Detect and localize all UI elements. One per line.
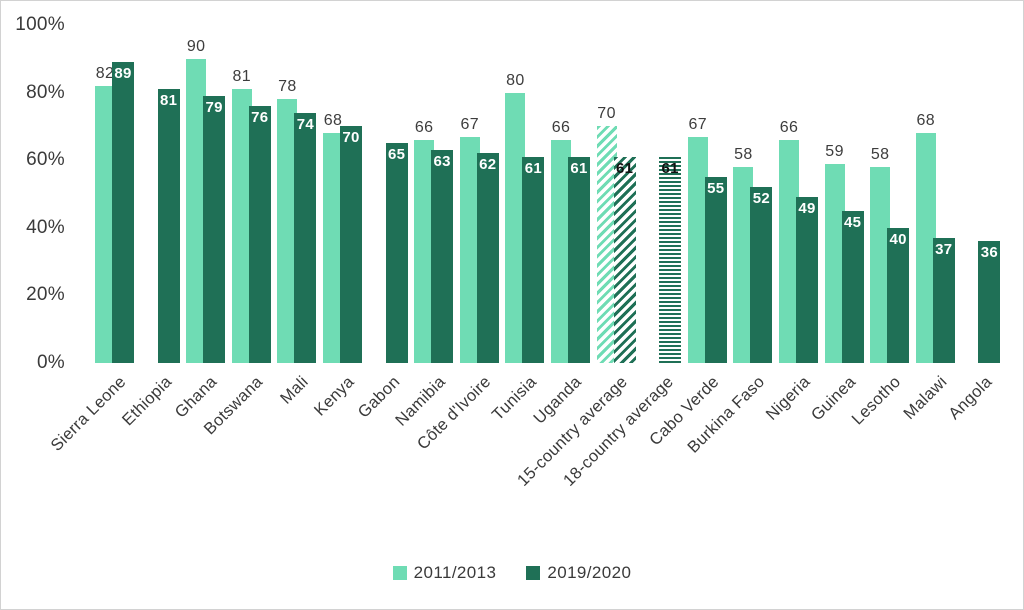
bar-2011-2013 xyxy=(824,163,845,363)
y-tick-label: 100% xyxy=(15,14,65,35)
y-tick-label: 40% xyxy=(26,216,65,238)
value-label: 45 xyxy=(843,213,862,231)
category-label: Malawi xyxy=(899,372,951,424)
category-label: Ethiopia xyxy=(118,372,176,430)
bar-2019-2020 xyxy=(203,95,226,363)
y-tick-label: 20% xyxy=(26,284,65,306)
value-label: 67 xyxy=(688,115,708,133)
bar-2019-2020 xyxy=(431,150,454,363)
legend-swatch-2019-2020 xyxy=(526,566,541,580)
value-label: 80 xyxy=(506,71,525,89)
bar-2019-2020 xyxy=(978,241,1001,363)
bar-2011-2013 xyxy=(323,133,343,363)
legend: 2011/2013 2019/2020 xyxy=(1,563,1023,583)
value-label: 49 xyxy=(798,200,816,218)
value-label: 82 xyxy=(95,64,115,82)
value-label: 55 xyxy=(707,180,725,198)
value-label: 78 xyxy=(278,78,297,96)
bar-2011-2013 xyxy=(779,139,799,363)
bar-2011-2013 xyxy=(186,58,207,363)
bar-2019-2020 xyxy=(796,197,818,363)
value-label: 37 xyxy=(935,240,953,258)
bar-2019-2020 xyxy=(704,177,727,363)
value-label: 70 xyxy=(597,105,616,123)
category-label: Mali xyxy=(276,372,312,408)
bar-2011-2013 xyxy=(870,166,891,363)
bar-2019-2020 xyxy=(476,153,499,363)
category-label: Lesotho xyxy=(848,372,905,429)
value-label: 62 xyxy=(479,156,497,174)
bar-2011-2013 xyxy=(687,136,708,363)
legend-swatch-2011-2013 xyxy=(392,566,407,580)
value-label: 61 xyxy=(570,159,588,177)
legend-label: 2019/2020 xyxy=(547,563,632,582)
bar-2019-2020 xyxy=(294,112,317,363)
value-label: 36 xyxy=(980,244,999,262)
value-label: 61 xyxy=(524,159,543,177)
value-label: 59 xyxy=(825,142,844,160)
bar-2019-2020 xyxy=(750,187,773,363)
bar-2011-2013 xyxy=(505,92,526,363)
bar-2019-2020 xyxy=(841,210,864,363)
value-label: 81 xyxy=(232,68,252,86)
bar-2019-2020-hatched xyxy=(659,156,682,363)
bar-2019-2020 xyxy=(568,156,590,363)
bar-2011-2013 xyxy=(915,133,936,363)
bar-2011-2013 xyxy=(277,99,298,363)
value-label: 65 xyxy=(387,146,406,164)
value-label: 67 xyxy=(460,115,480,133)
category-label: Sierra Leone xyxy=(47,372,130,455)
bar-2019-2020 xyxy=(932,237,955,363)
value-label: 90 xyxy=(186,37,206,55)
value-label: 66 xyxy=(779,118,799,136)
bar-2019-2020 xyxy=(157,89,180,363)
value-label: 68 xyxy=(323,112,343,130)
category-label: Nigeria xyxy=(762,372,814,424)
bar-2011-2013-hatched xyxy=(596,126,617,363)
value-label: 61 xyxy=(615,159,634,177)
value-label: 66 xyxy=(551,118,571,136)
value-label: 66 xyxy=(414,118,434,136)
bar-2011-2013 xyxy=(231,89,252,363)
value-label: 74 xyxy=(296,115,315,133)
value-label: 79 xyxy=(205,98,223,116)
bar-2019-2020 xyxy=(112,62,134,363)
value-label: 40 xyxy=(889,230,907,248)
legend-label: 2011/2013 xyxy=(413,563,497,582)
bar-2019-2020 xyxy=(522,156,545,363)
category-label: Kenya xyxy=(310,372,358,420)
bar-2011-2013 xyxy=(551,139,571,363)
bar-2011-2013 xyxy=(95,85,115,363)
bar-2019-2020 xyxy=(887,227,910,363)
bar-2019-2020-hatched xyxy=(613,156,636,363)
y-tick-label: 80% xyxy=(26,81,65,103)
bar-2019-2020 xyxy=(248,106,271,363)
y-tick-label: 0% xyxy=(36,352,65,373)
value-label: 58 xyxy=(734,145,753,163)
value-label: 63 xyxy=(433,153,451,171)
value-label: 70 xyxy=(342,129,360,147)
bar-2011-2013 xyxy=(414,139,435,363)
value-label: 52 xyxy=(752,190,771,208)
y-tick-label: 60% xyxy=(26,149,65,171)
bar-2011-2013 xyxy=(459,136,480,363)
value-label: 58 xyxy=(870,145,890,163)
value-label: 68 xyxy=(916,112,936,130)
value-label: 81 xyxy=(159,92,178,110)
value-label: 89 xyxy=(114,65,132,83)
bar-2019-2020 xyxy=(385,143,408,363)
legend-item: 2011/2013 xyxy=(392,563,497,583)
value-label: 76 xyxy=(251,109,269,127)
value-label: 61 xyxy=(661,159,679,177)
category-label: Angola xyxy=(945,372,996,424)
legend-item: 2019/2020 xyxy=(526,563,631,583)
bar-2019-2020 xyxy=(340,126,362,363)
bar-2011-2013 xyxy=(733,166,754,363)
